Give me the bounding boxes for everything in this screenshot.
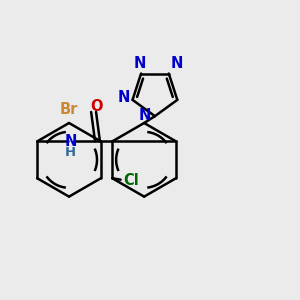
Text: Cl: Cl (123, 173, 139, 188)
Text: N: N (171, 56, 183, 70)
Text: N: N (139, 108, 151, 123)
Text: H: H (65, 146, 76, 159)
Text: O: O (90, 99, 102, 114)
Text: N: N (64, 134, 77, 149)
Text: N: N (134, 56, 146, 70)
Text: Br: Br (60, 102, 78, 117)
Text: N: N (117, 90, 130, 105)
